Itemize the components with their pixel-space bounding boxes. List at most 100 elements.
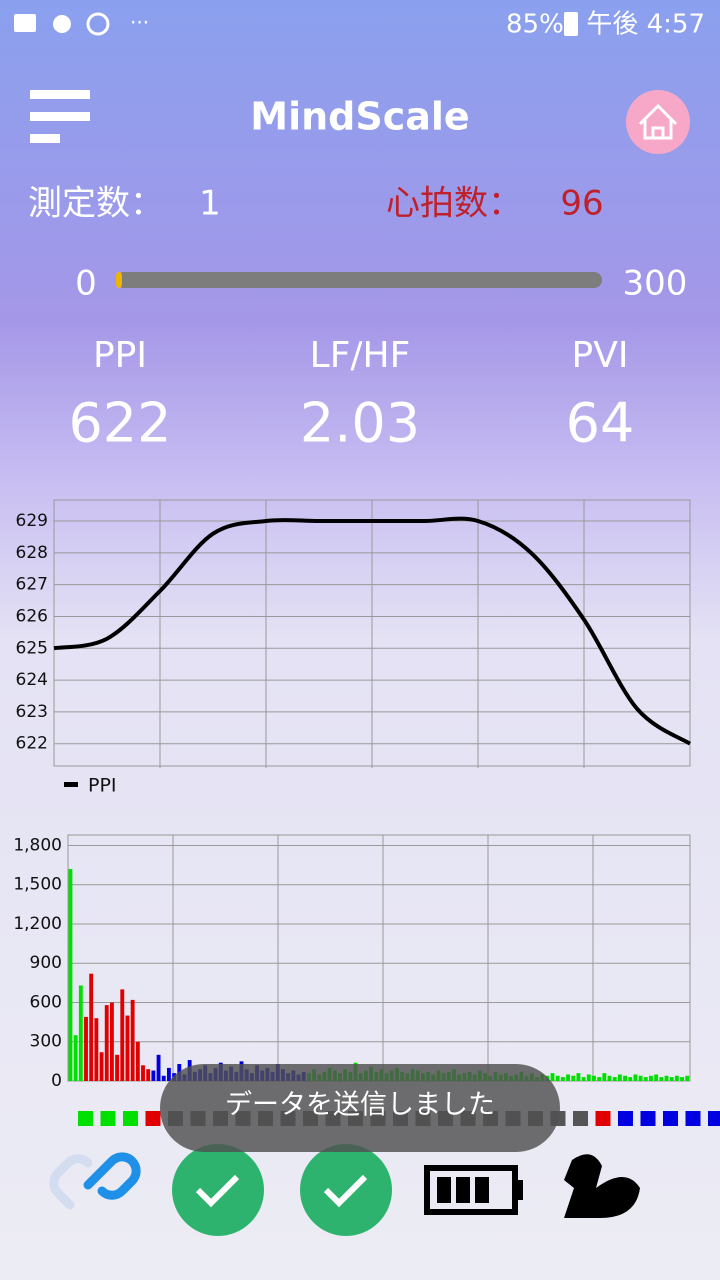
svg-text:···: ··· [130,11,149,35]
battery-icon [424,1165,523,1215]
menu-button[interactable] [30,90,90,143]
spectrum-bar [135,1041,140,1081]
indicator-square [573,1111,588,1126]
legend-label: PPI [88,775,117,797]
indicator-square [663,1111,678,1126]
battery-level: 85% [506,10,564,40]
spectrum-bar [654,1074,659,1081]
spectrum-bar [560,1077,565,1081]
spectrum-bar [571,1075,576,1081]
status-icons: ··· [14,11,578,36]
spectrum-bar [628,1077,633,1081]
clock: 午後 4:57 [586,10,705,40]
indicator-square [685,1111,701,1126]
spectrum-bar [659,1077,664,1081]
progress-max: 300 [623,264,688,304]
spectrum-bar [156,1054,161,1081]
spectrum-bar [669,1077,674,1081]
indicator-square [123,1111,138,1126]
spectrum-bar [130,999,135,1081]
spectrum-bar [89,973,94,1081]
link-icon[interactable] [49,1152,141,1210]
count-label: 測定数： [28,184,164,224]
y-tick-label: 626 [16,606,48,626]
spectrum-bar [586,1074,591,1081]
spectrum-bar [115,1054,120,1081]
indicator-square [618,1111,633,1126]
spectrum-bar [161,1075,166,1081]
y-tick-label: 0 [51,1071,62,1091]
metric-value: 64 [566,392,635,455]
spectrum-bar [151,1070,156,1081]
ppi-line [53,516,692,746]
spectrum-bar [104,1005,109,1081]
indicator-square [708,1111,720,1126]
bar-plot-frame [67,834,691,1082]
spectrum-bar [125,1015,130,1081]
spectrum-bar [638,1075,643,1081]
check-button[interactable] [172,1144,264,1236]
spectrum-bar [685,1075,690,1081]
indicator-square [145,1111,161,1126]
y-tick-label: 900 [30,953,62,973]
spectrum-bar [566,1074,570,1081]
spectrum-bar [592,1075,596,1081]
spectrum-bar [99,1052,104,1081]
y-tick-label: 625 [16,638,48,658]
spectrum-bar [78,985,83,1081]
metric-value: 622 [68,392,171,455]
spectrum-bar [680,1077,685,1081]
spectrum-bar [576,1073,581,1081]
spectrum-bar [581,1077,586,1081]
y-tick-label: 629 [16,511,48,531]
spectrum-bar [166,1067,171,1081]
spectrum-bar [109,1002,114,1081]
home-button[interactable] [626,90,690,154]
spectrum-bar [73,1035,78,1081]
spectrum-bar [649,1075,653,1081]
heart-rate-value: 96 [560,184,603,224]
metric-value: 2.03 [300,392,420,455]
spectrum-bar [674,1075,679,1081]
y-tick-label: 300 [30,1032,62,1052]
y-tick-label: 1,500 [13,875,62,895]
spectrum-bar [141,1065,145,1081]
y-tick-label: 1,200 [13,914,62,934]
indicator-square [100,1111,116,1126]
spectrum-bar [597,1077,602,1081]
muscle-icon [564,1154,640,1218]
metric-label: PPI [93,335,147,376]
spectrum-bar [550,1073,555,1081]
metric-label: PVI [572,335,629,376]
y-tick-label: 628 [16,543,48,563]
y-tick-label: 1,800 [13,835,62,855]
spectrum-bar [84,1016,88,1081]
app-title: MindScale [250,95,469,139]
spectrum-bar [612,1077,617,1081]
spectrum-bar [607,1075,612,1081]
y-tick-label: 600 [30,992,62,1012]
indicator-square [640,1111,656,1126]
spectrum-bar [602,1073,607,1081]
toast-bg [160,1064,560,1152]
spectrum-bar [643,1077,648,1081]
heart-rate-label: 心拍数： [386,184,522,224]
spectrum-bar [617,1074,622,1081]
count-value: 1 [199,184,221,224]
spectrum-bar [120,989,125,1081]
spectrum-bar [146,1069,151,1081]
legend-swatch [64,782,78,787]
check-button[interactable] [300,1144,392,1236]
spectrum-bar [555,1075,560,1081]
y-tick-label: 622 [16,734,48,754]
y-tick-label: 624 [16,670,48,690]
progress-fill [116,272,122,288]
progress-min: 0 [75,264,97,304]
y-tick-label: 623 [16,702,48,722]
toast-message: データを送信しました [225,1090,495,1121]
indicator-square [595,1111,611,1126]
spectrum-bar [68,869,73,1081]
spectrum-bar [664,1075,669,1081]
